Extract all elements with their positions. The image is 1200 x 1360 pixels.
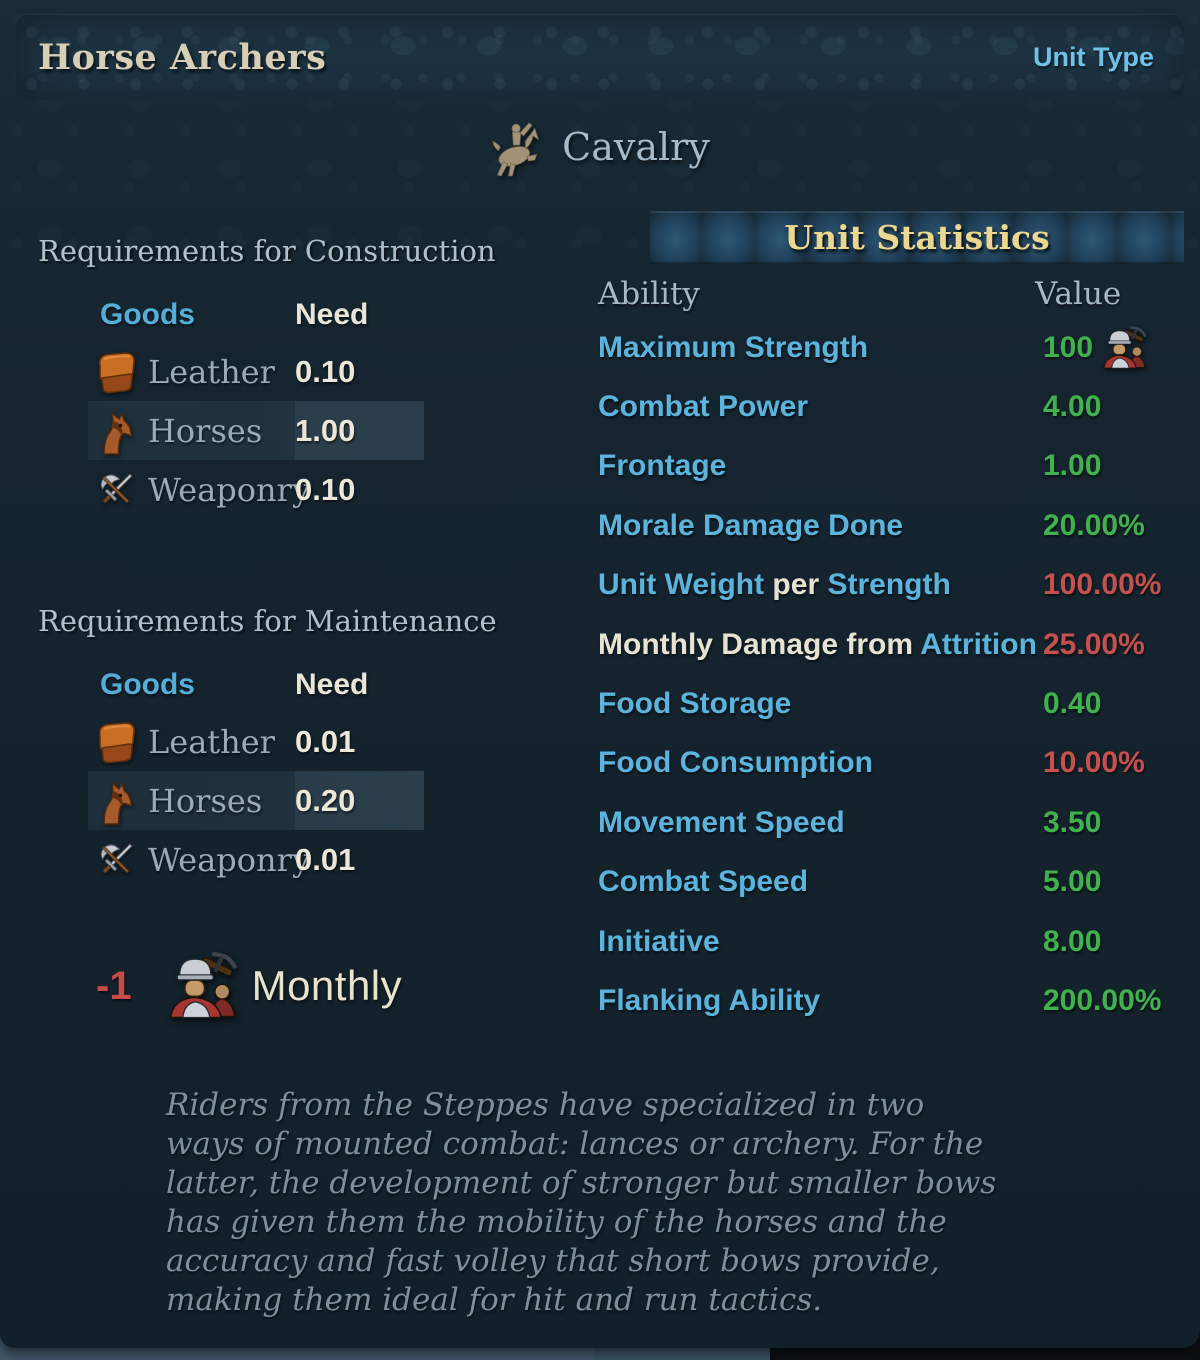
stat-row-unit-weight-per-strength: Unit Weight per Strength 100.00% (598, 568, 1162, 602)
stat-row-frontage: Frontage 1.00 (598, 449, 1102, 483)
goods-need-value: 0.01 (295, 723, 356, 759)
monthly-label: Monthly (251, 962, 403, 1009)
stat-value: 10.00% (1043, 746, 1145, 780)
goods-label: Leather (148, 722, 275, 761)
goods-need-value: 0.10 (295, 471, 356, 507)
value-column-header: Value (1035, 276, 1122, 312)
construction-table-header: Goods Need (100, 298, 440, 332)
horse-icon (92, 407, 140, 455)
goods-need-value: 0.01 (295, 841, 356, 877)
goods-row-weaponry[interactable]: Weaponry 0.10 (88, 460, 424, 519)
construction-section-title: Requirements for Construction (38, 234, 496, 268)
stat-value: 3.50 (1043, 805, 1102, 839)
unit-soldier-icon (166, 950, 238, 1022)
stat-row-combat-speed: Combat Speed 5.00 (598, 865, 1102, 899)
stat-value: 4.00 (1043, 390, 1102, 424)
unit-statistics-title: Unit Statistics (784, 218, 1050, 257)
statistics-table: Maximum Strength 100 Combat Power 4.00 F… (598, 318, 1184, 1031)
stat-value: 1.00 (1043, 449, 1102, 483)
stat-row-flanking-ability: Flanking Ability 200.00% (598, 983, 1162, 1017)
goods-need-value: 1.00 (295, 401, 424, 460)
stat-value: 25.00% (1043, 627, 1145, 661)
goods-label: Weaponry (148, 840, 311, 879)
goods-label: Leather (148, 352, 275, 391)
ability-column-header: Ability (598, 276, 700, 312)
weaponry-icon (92, 466, 140, 514)
stat-row-maximum-strength: Maximum Strength 100 (598, 318, 1184, 377)
goods-row-weaponry[interactable]: Weaponry 0.01 (88, 830, 424, 889)
stat-value: 20.00% (1043, 508, 1145, 542)
goods-row-horses[interactable]: Horses 0.20 (88, 771, 424, 830)
stat-row-food-consumption: Food Consumption 10.00% (598, 746, 1145, 780)
maintenance-table-header: Goods Need (100, 668, 440, 702)
unit-class-label: Cavalry (562, 125, 710, 169)
stat-row-initiative: Initiative 8.00 (598, 924, 1102, 958)
leather-icon (92, 718, 140, 766)
goods-column-header: Goods (100, 668, 195, 701)
construction-goods-table: Leather 0.10 Horses 1.00 Weaponry 0.10 (88, 342, 424, 519)
stat-value: 0.40 (1043, 687, 1102, 721)
cavalry-icon (490, 116, 546, 178)
stat-row-monthly-damage-from-attrition: Monthly Damage from Attrition 25.00% (598, 627, 1145, 661)
stat-row-movement-speed: Movement Speed 3.50 (598, 805, 1102, 839)
unit-type-badge: Unit Type (1033, 41, 1154, 72)
goods-row-leather[interactable]: Leather 0.01 (88, 712, 424, 771)
unit-description: Riders from the Steppes have specialized… (166, 1087, 997, 1318)
stat-row-food-storage: Food Storage 0.40 (598, 687, 1102, 721)
weaponry-icon (92, 836, 140, 884)
goods-row-horses[interactable]: Horses 1.00 (88, 401, 424, 460)
unit-name-title: Horse Archers (38, 36, 327, 78)
goods-row-leather[interactable]: Leather 0.10 (88, 342, 424, 401)
monthly-delta-value: -1 (96, 963, 132, 1008)
maintenance-goods-table: Leather 0.01 Horses 0.20 Weaponry 0.01 (88, 712, 424, 889)
stat-value: 8.00 (1043, 924, 1102, 958)
stat-row-morale-damage-done: Morale Damage Done 20.00% (598, 508, 1145, 542)
goods-label: Horses (148, 411, 263, 450)
tooltip-header: Horse Archers Unit Type (16, 14, 1184, 100)
goods-need-value: 0.20 (295, 771, 424, 830)
stat-value: 100.00% (1043, 568, 1162, 602)
monthly-change-row: -1 Monthly (96, 950, 402, 1022)
unit-soldier-icon (1101, 325, 1147, 371)
maintenance-section-title: Requirements for Maintenance (38, 604, 497, 638)
need-column-header: Need (295, 668, 369, 701)
stat-value: 5.00 (1043, 865, 1102, 899)
leather-icon (92, 348, 140, 396)
statistics-table-header: Ability Value (598, 276, 1184, 312)
stat-value: 200.00% (1043, 983, 1162, 1017)
goods-label: Horses (148, 781, 263, 820)
need-column-header: Need (295, 298, 369, 331)
goods-label: Weaponry (148, 470, 311, 509)
stat-value: 100 (1043, 325, 1147, 371)
unit-statistics-banner: Unit Statistics (650, 211, 1184, 264)
unit-class-row: Cavalry (0, 116, 1200, 178)
goods-need-value: 0.10 (295, 353, 356, 389)
goods-column-header: Goods (100, 298, 195, 331)
stat-row-combat-power: Combat Power 4.00 (598, 390, 1102, 424)
horse-icon (92, 777, 140, 825)
